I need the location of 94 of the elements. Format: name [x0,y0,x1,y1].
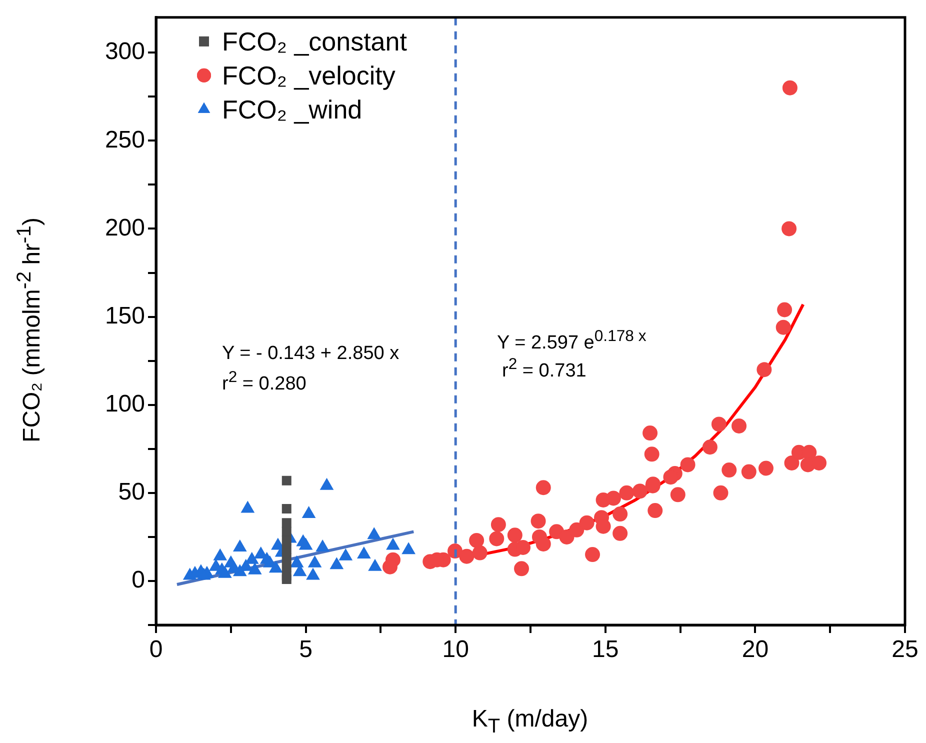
point [316,540,330,552]
point [644,446,660,462]
point [299,538,312,550]
point [596,518,611,534]
point [282,553,292,563]
point [606,490,621,506]
point [514,561,530,576]
point [469,532,484,548]
point [784,455,800,470]
y-tick-label: 100 [104,390,145,418]
point [302,506,316,518]
point [516,540,531,556]
x-tick-label: 5 [299,636,312,664]
point [459,548,474,564]
point [330,558,344,570]
annotation: Y = - 0.143 + 2.850 x [222,343,400,364]
point [214,548,227,560]
y-tick-label: 0 [132,566,145,594]
point [282,518,292,528]
point [282,476,292,486]
point [569,522,584,538]
point [741,464,756,480]
point [702,440,718,455]
x-tick-label: 15 [592,636,619,664]
x-tick-label: 25 [892,636,918,664]
y-tick-label: 200 [104,214,145,242]
point [711,416,726,432]
point [536,480,551,496]
point [579,515,594,530]
point [632,484,648,499]
y-tick-label: 300 [104,38,145,66]
point [777,302,792,318]
point [282,536,292,546]
point [756,362,772,378]
point [248,562,262,574]
point [489,531,504,546]
legend-label: FCO₂ _velocity [222,60,396,91]
point [282,562,292,572]
point [612,506,628,522]
point [245,552,258,564]
point [536,536,551,552]
point [612,526,628,541]
point [585,547,600,562]
point [282,574,292,584]
point [758,460,774,476]
point [368,559,382,571]
point [680,457,696,472]
point [670,487,686,502]
point [282,526,292,536]
annotation: r$^{2}$ = 0.280 [222,369,306,394]
point [320,478,334,490]
x-axis-title: K$_{T}$ (m/day) [472,706,588,738]
point [290,556,304,568]
legend-label: FCO₂ _wind [222,94,362,125]
point [722,462,737,478]
point [776,320,791,335]
point [308,556,322,568]
point [472,545,488,560]
y-tick-label: 150 [104,302,145,330]
point [642,426,658,441]
y-tick-label: 50 [118,478,145,506]
point [306,568,320,580]
y-tick-label: 250 [104,126,145,154]
x-tick-label: 10 [442,636,469,664]
point [368,528,381,540]
point [339,548,352,560]
point [507,528,522,543]
point [732,418,747,434]
point [663,470,678,485]
point [239,559,252,571]
point [382,559,398,574]
point [282,504,292,514]
point [782,221,797,236]
point [530,514,546,529]
annotation: r$^{2}$ = 0.731 [502,356,586,382]
point [269,561,282,573]
legend-label: FCO₂ _constant [222,26,408,57]
point [713,485,728,500]
point [648,503,663,518]
point [559,529,574,544]
point [282,544,292,554]
point [218,566,232,578]
x-tick-label: 0 [149,636,163,664]
point [386,538,400,550]
x-tick-label: 20 [742,636,769,664]
point [197,568,210,580]
point [490,517,506,532]
point [402,542,416,554]
point [357,547,370,559]
annotation: Y = 2.597 e$^{0.178 x}$ [497,328,646,354]
point [233,540,246,552]
point [619,485,634,500]
point [241,501,254,513]
point [812,455,827,470]
